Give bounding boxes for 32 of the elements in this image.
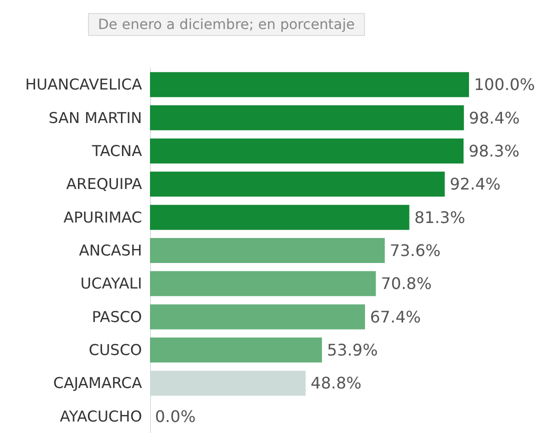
data-label: 98.4% [468, 108, 520, 128]
y-tick-label: UCAYALI [80, 274, 142, 293]
bar [150, 271, 376, 296]
chart-subtitle: De enero a diciembre; en porcentaje [98, 17, 355, 33]
y-tick-label: AYACUCHO [60, 407, 142, 426]
data-label: 0.0% [155, 406, 196, 426]
y-tick-label: SAN MARTIN [48, 108, 142, 127]
data-label: 53.9% [326, 340, 378, 360]
y-tick-label: APURIMAC [63, 208, 142, 226]
bar [150, 304, 366, 330]
bar [150, 172, 445, 197]
data-label: 100.0% [474, 75, 536, 94]
data-label: 70.8% [380, 274, 432, 294]
data-label: 73.6% [390, 241, 441, 260]
y-tick-label: TACNA [91, 142, 143, 160]
y-tick-label: ANCASH [78, 242, 142, 260]
y-tick-label: AREQUIPA [66, 175, 143, 194]
y-tick-label: PASCO [92, 308, 142, 326]
bar [150, 138, 464, 164]
bar [150, 238, 385, 263]
data-label: 81.3% [414, 208, 466, 227]
y-tick-label: HUANCAVELICA [25, 76, 143, 94]
bar [150, 72, 469, 98]
bar [150, 105, 464, 130]
data-label: 98.3% [468, 141, 520, 160]
data-label: 48.8% [310, 374, 362, 393]
bar [150, 204, 410, 230]
y-tick-label: CUSCO [88, 341, 142, 360]
bar [150, 338, 322, 363]
y-tick-label: CAJAMARCA [53, 374, 143, 392]
data-label: 67.4% [370, 307, 421, 326]
data-label: 92.4% [450, 174, 501, 194]
